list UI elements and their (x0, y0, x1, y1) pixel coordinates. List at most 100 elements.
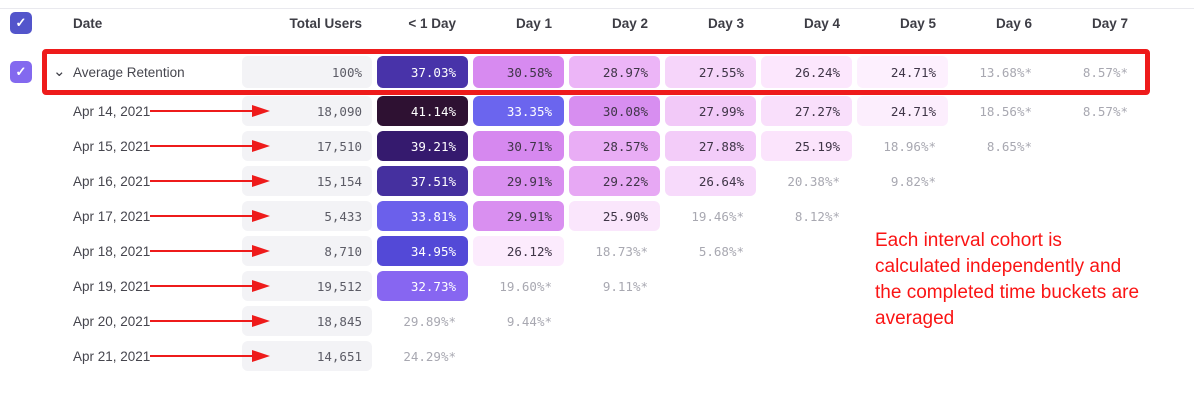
retention-cells: 39.21% 30.71% 28.57% 27.88% 25.19% 18.96%* 8.6… (372, 131, 1150, 161)
column-header-day: Day 2 (611, 15, 648, 31)
column-header-day: Day 5 (899, 15, 936, 31)
retention-cell: 9.82%* (890, 173, 936, 189)
row-checkbox[interactable]: ✓ (10, 61, 32, 83)
retention-cell: 24.29%* (403, 348, 456, 364)
retention-cell: 34.95% (377, 236, 468, 266)
table-header: ✓ Date Total Users < 1 Day Day 1 Day 2 Day … (0, 10, 1150, 36)
retention-cell: 13.68%* (979, 64, 1032, 80)
retention-cell: 8.57%* (1082, 103, 1128, 119)
cohort-row: ✓ ⌄ Apr 16, 2021 15,154 37.51%29.91%29.2… (0, 166, 1150, 196)
annotation-line: averaged (875, 308, 955, 329)
retention-cell: 8.65%* (986, 138, 1032, 154)
retention-cell: 29.91% (473, 166, 564, 196)
retention-cell: 18.73%* (595, 243, 648, 259)
column-header-day: Day 1 (515, 15, 552, 31)
retention-cell: 18.56%* (979, 103, 1032, 119)
cohort-row: ✓ ⌄ Apr 21, 2021 14,651 24.29%* (0, 341, 1150, 371)
retention-cell: 29.91% (473, 201, 564, 231)
retention-cell: 33.81% (377, 201, 468, 231)
retention-cell: 30.08% (569, 96, 660, 126)
row-date-label: Average Retention (73, 64, 185, 80)
retention-cell: 30.58% (473, 56, 564, 88)
cohort-row: ✓ ⌄ Apr 15, 2021 17,510 39.21%30.71%28.5… (0, 131, 1150, 161)
table-top-divider (0, 8, 1194, 9)
column-header-day: < 1 Day (408, 15, 456, 31)
retention-cell: 24.71% (857, 96, 948, 126)
retention-cell: 9.11%* (602, 278, 648, 294)
retention-cell: 39.21% (377, 131, 468, 161)
retention-cell: 26.12% (473, 236, 564, 266)
table-body: ✓ ⌄ Average Retention 100% 37.03% 30.58% 2… (0, 49, 1150, 376)
retention-cell: 9.44%* (506, 313, 552, 329)
retention-cell: 29.22% (569, 166, 660, 196)
total-users-value: 100% (242, 56, 372, 88)
total-users-value: 19,512 (242, 271, 372, 301)
column-header-day: Day 7 (1091, 15, 1128, 31)
retention-cell: 25.90% (569, 201, 660, 231)
row-date-label: Apr 14, 2021 (73, 103, 151, 119)
column-header-day: Day 6 (995, 15, 1032, 31)
column-header-date: Date (73, 15, 103, 31)
select-all-checkbox[interactable]: ✓ (10, 12, 32, 34)
cohort-row: ✓ ⌄ Apr 19, 2021 19,512 32.73%19.60%*9.1… (0, 271, 1150, 301)
retention-cells: 37.51% 29.91% 29.22% 26.64% 20.38%* 9.82%* (372, 166, 1150, 196)
retention-cell: 28.97% (569, 56, 660, 88)
select-all-cell: ✓ (0, 12, 45, 34)
retention-cell: 24.71% (857, 56, 948, 88)
retention-cell: 37.51% (377, 166, 468, 196)
retention-cell: 41.14% (377, 96, 468, 126)
day-column-headers: < 1 Day Day 1 Day 2 Day 3 Day 4 Day 5 Day 6 Day… (372, 10, 1150, 36)
row-date-label: Apr 21, 2021 (73, 348, 151, 364)
retention-cell: 26.24% (761, 56, 852, 88)
total-users-value: 14,651 (242, 341, 372, 371)
annotation-line: Each interval cohort is (875, 230, 1062, 251)
retention-cell: 19.46%* (691, 208, 744, 224)
retention-cell: 25.19% (761, 131, 852, 161)
retention-cell: 27.99% (665, 96, 756, 126)
row-date-label: Apr 18, 2021 (73, 243, 151, 259)
retention-cells: 34.95% 26.12% 18.73%* 5.68%* (372, 236, 1150, 266)
cohort-row: ✓ ⌄ Apr 18, 2021 8,710 34.95%26.12%18.73… (0, 236, 1150, 266)
row-date-label: Apr 16, 2021 (73, 173, 151, 189)
column-header-day: Day 3 (707, 15, 744, 31)
retention-cell: 30.71% (473, 131, 564, 161)
retention-cell: 33.35% (473, 96, 564, 126)
retention-cells: 37.03% 30.58% 28.97% 27.55% 26.24% 24.71% 13.6… (372, 56, 1150, 88)
total-users-value: 8,710 (242, 236, 372, 266)
column-header-day: Day 4 (803, 15, 840, 31)
retention-cells: 29.89%* 9.44%* (372, 306, 1150, 336)
retention-cell: 27.27% (761, 96, 852, 126)
retention-cell: 20.38%* (787, 173, 840, 189)
retention-cell: 27.55% (665, 56, 756, 88)
row-date-label: Apr 19, 2021 (73, 278, 151, 294)
retention-cell: 5.68%* (698, 243, 744, 259)
cohort-row: ✓ ⌄ Apr 14, 2021 18,090 41.14%33.35%30.0… (0, 96, 1150, 126)
retention-cells: 41.14% 33.35% 30.08% 27.99% 27.27% 24.71% 18.5… (372, 96, 1150, 126)
annotation-note: Each interval cohort is calculated indepe… (875, 228, 1139, 332)
annotation-line: the completed time buckets are (875, 282, 1140, 303)
retention-cell: 19.60%* (499, 278, 552, 294)
retention-cell: 37.03% (377, 56, 468, 88)
retention-cell: 27.88% (665, 131, 756, 161)
total-users-value: 5,433 (242, 201, 372, 231)
retention-cell: 8.12%* (794, 208, 840, 224)
retention-cells: 24.29%* (372, 341, 1150, 371)
retention-cell: 32.73% (377, 271, 468, 301)
cohort-row: ✓ ⌄ Average Retention 100% 37.03% 30.58% 2… (0, 49, 1150, 95)
retention-cells: 33.81% 29.91% 25.90% 19.46%* 8.12%* (372, 201, 1150, 231)
chevron-down-icon[interactable]: ⌄ (53, 63, 66, 80)
row-date-label: Apr 17, 2021 (73, 208, 151, 224)
retention-cells: 32.73% 19.60%* 9.11%* (372, 271, 1150, 301)
column-header-total-users: Total Users (289, 15, 362, 31)
row-date-label: Apr 15, 2021 (73, 138, 151, 154)
total-users-value: 17,510 (242, 131, 372, 161)
total-users-value: 18,845 (242, 306, 372, 336)
retention-cell: 28.57% (569, 131, 660, 161)
retention-cell: 26.64% (665, 166, 756, 196)
row-date-label: Apr 20, 2021 (73, 313, 151, 329)
annotation-line: calculated independently and (875, 256, 1122, 277)
retention-cell: 18.96%* (883, 138, 936, 154)
total-users-value: 18,090 (242, 96, 372, 126)
retention-cell: 8.57%* (1082, 64, 1128, 80)
total-users-value: 15,154 (242, 166, 372, 196)
